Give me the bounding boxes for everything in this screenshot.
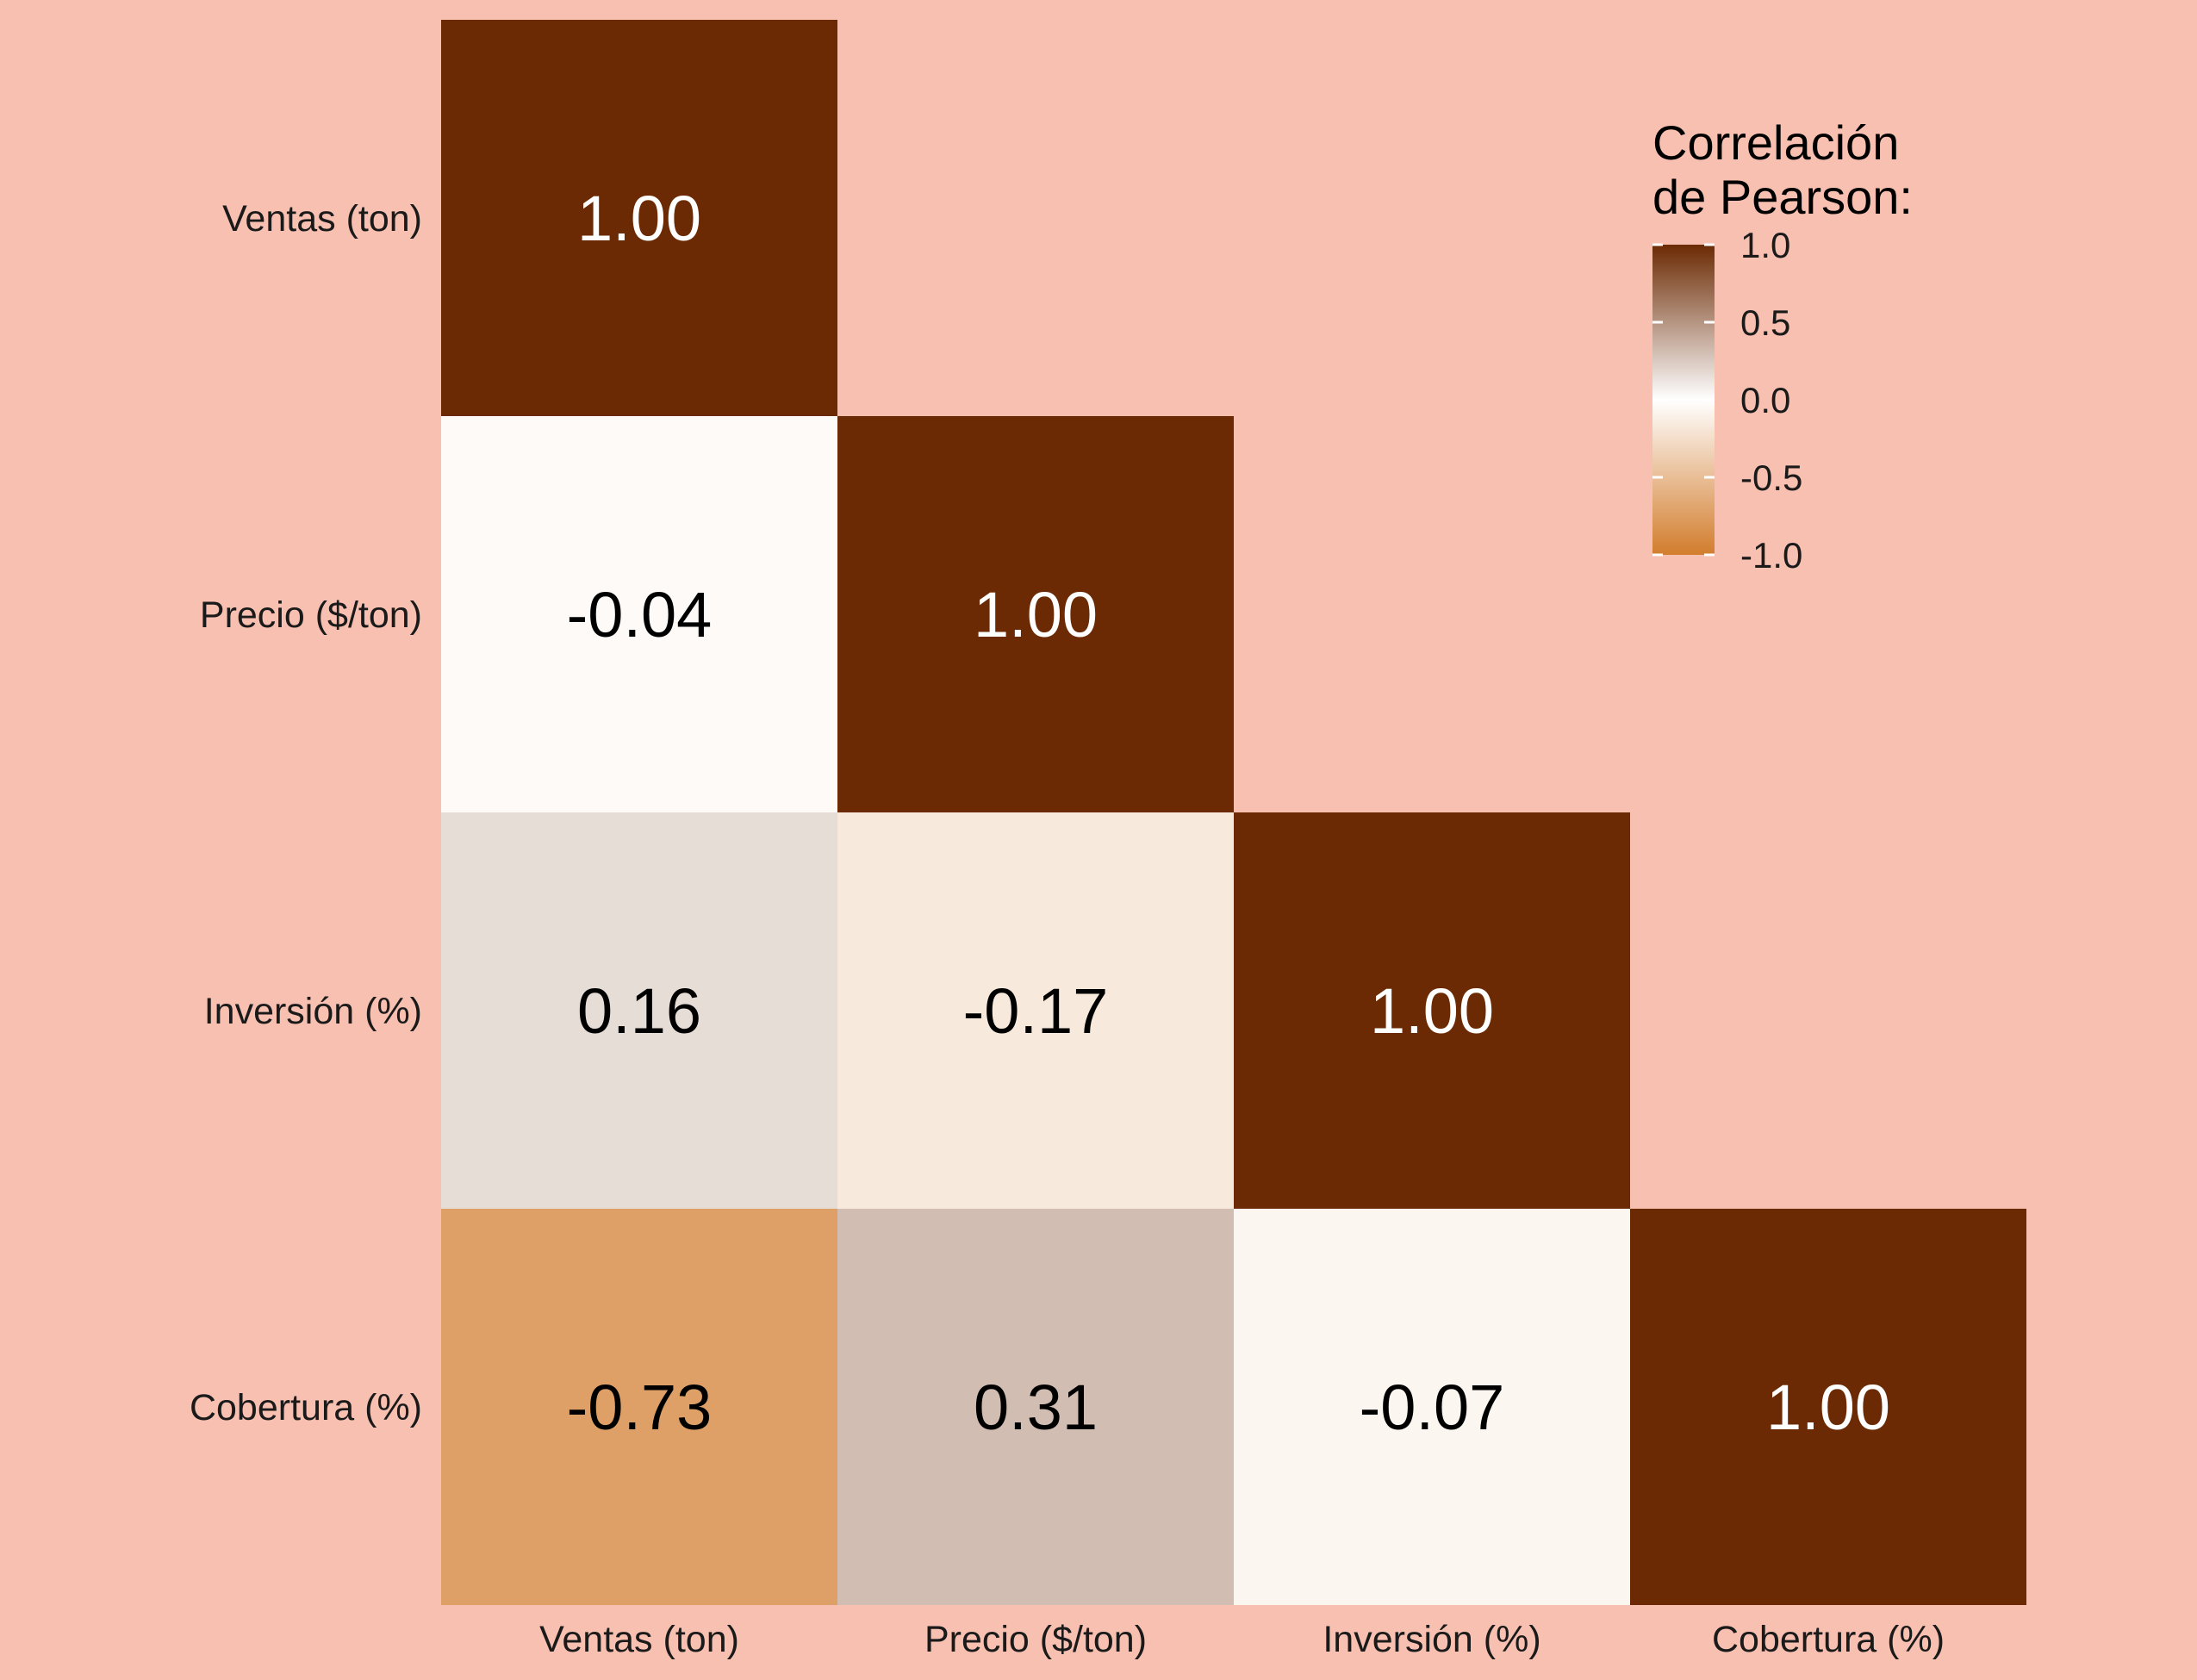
cell-value-label: -0.17 — [963, 975, 1109, 1047]
cell-value-label: 1.00 — [1370, 975, 1494, 1047]
cell-value-label: 1.00 — [577, 183, 701, 254]
legend-title-line-1: Correlación — [1652, 115, 1899, 170]
heatmap-cell-r3-c3 — [1630, 1209, 2026, 1605]
color-legend: Correlación de Pearson: 1.0 0.5 0.0 -0.5 -1.… — [1652, 115, 1913, 576]
heatmap-cell-r3-c0 — [441, 1209, 837, 1605]
heatmap-cell-r1-c1 — [837, 416, 1234, 812]
heatmap-cell-labels: 1.00 -0.04 1.00 0.16 -0.17 1.00 -0.73 0.31 -0.07… — [567, 183, 1890, 1443]
x-tick-label: Cobertura (%) — [1712, 1619, 1945, 1660]
cell-value-label: -0.07 — [1360, 1372, 1505, 1443]
legend-tick-label: 0.5 — [1740, 302, 1790, 343]
cell-value-label: 1.00 — [974, 579, 1098, 650]
x-tick-label: Precio ($/ton) — [924, 1619, 1147, 1660]
y-tick-label: Inversión (%) — [204, 991, 422, 1032]
heatmap-cell-r2-c1 — [837, 812, 1234, 1209]
heatmap-cells — [441, 20, 2026, 1605]
heatmap-cell-r0-c0 — [441, 20, 837, 416]
svg-text:de Pearson:: de Pearson: — [1652, 170, 1913, 224]
legend-title-line-2: de Pearson: — [1652, 170, 1913, 224]
cell-value-label: -0.73 — [567, 1372, 713, 1443]
legend-tick-label: -0.5 — [1740, 457, 1802, 498]
legend-ticks: 1.0 0.5 0.0 -0.5 -1.0 — [1652, 225, 1802, 576]
legend-tick-label: -1.0 — [1740, 535, 1802, 576]
y-tick-label: Precio ($/ton) — [200, 594, 422, 636]
heatmap-cell-r1-c0 — [441, 416, 837, 812]
y-tick-label: Cobertura (%) — [190, 1387, 422, 1428]
svg-text:Correlación: Correlación — [1652, 115, 1899, 170]
y-tick-label: Ventas (ton) — [222, 198, 422, 240]
cell-value-label: -0.04 — [567, 579, 713, 650]
x-tick-label: Ventas (ton) — [539, 1619, 739, 1660]
legend-tick-label: 0.0 — [1740, 380, 1790, 420]
x-tick-label: Inversión (%) — [1323, 1619, 1540, 1660]
cell-value-label: 0.16 — [577, 975, 701, 1047]
heatmap-cell-r3-c2 — [1234, 1209, 1630, 1605]
cell-value-label: 1.00 — [1766, 1372, 1890, 1443]
legend-tick-label: 1.0 — [1740, 225, 1790, 265]
heatmap-cell-r2-c2 — [1234, 812, 1630, 1209]
heatmap-cell-r3-c1 — [837, 1209, 1234, 1605]
cell-value-label: 0.31 — [974, 1372, 1098, 1443]
x-axis-tick-labels: Ventas (ton) Precio ($/ton) Inversión (%) C… — [539, 1619, 1945, 1660]
y-axis-tick-labels: Ventas (ton) Precio ($/ton) Inversión (%) C… — [190, 198, 422, 1428]
heatmap-cell-r2-c0 — [441, 812, 837, 1209]
